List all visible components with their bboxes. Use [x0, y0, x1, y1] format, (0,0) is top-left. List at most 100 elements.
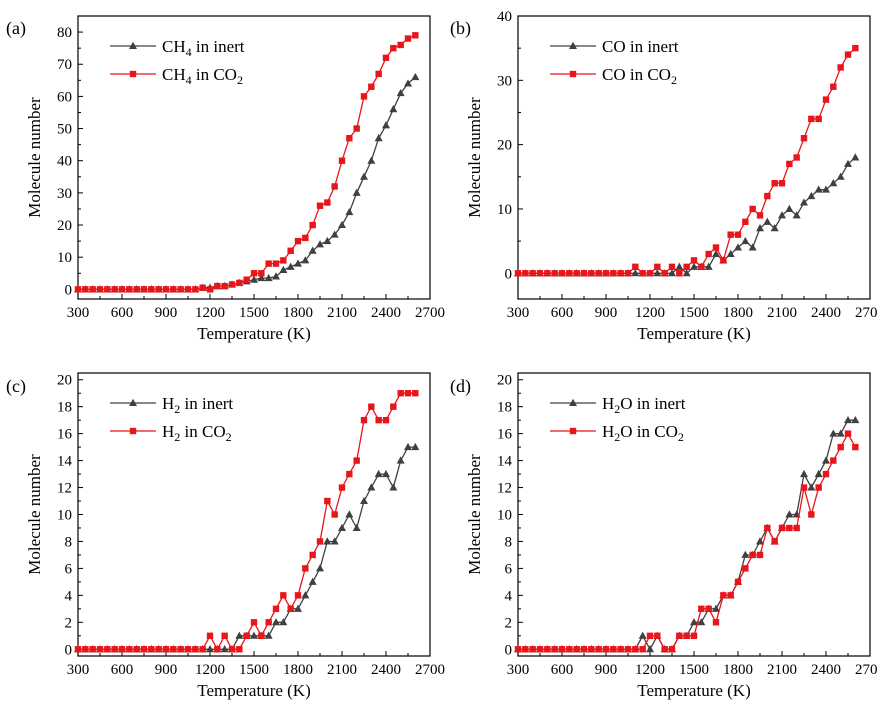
- data-point: [294, 604, 302, 612]
- data-point: [558, 270, 566, 277]
- x-tick-label: 2700: [855, 662, 878, 678]
- legend-label: H2O in CO2: [602, 422, 684, 444]
- data-point: [330, 230, 339, 238]
- data-point: [610, 270, 617, 277]
- data-point: [698, 605, 705, 613]
- x-tick-label: 2100: [327, 305, 357, 321]
- x-tick-label: 600: [551, 305, 574, 321]
- x-tick-label: 600: [111, 305, 134, 321]
- chart-panel-2: 300 600 900 1200 1500 1800 2100 2400 2700 0 10 20 30…: [450, 9, 878, 343]
- legend-marker: [569, 70, 577, 78]
- data-point: [412, 32, 419, 39]
- data-point: [264, 631, 273, 639]
- data-point: [397, 390, 404, 397]
- legend-label: H2O in inert: [602, 394, 686, 416]
- data-point: [104, 646, 111, 653]
- data-point: [741, 236, 750, 245]
- y-tick-label: 4: [505, 588, 513, 604]
- legend-item-2: CH4 in CO2: [110, 65, 243, 87]
- data-point: [573, 646, 580, 653]
- data-point: [815, 484, 822, 491]
- data-point: [683, 263, 690, 271]
- y-tick-label: 40: [57, 154, 72, 170]
- data-point: [668, 263, 676, 271]
- data-point: [595, 646, 602, 653]
- y-tick-label: 2: [65, 615, 73, 631]
- data-point: [272, 618, 280, 626]
- data-point: [749, 551, 756, 559]
- panel-label: (c): [6, 376, 26, 397]
- data-point: [682, 269, 691, 277]
- x-tick-label: 1800: [723, 662, 753, 678]
- x-tick-label: 1200: [635, 662, 665, 678]
- series-1: [74, 72, 420, 293]
- data-point: [822, 470, 830, 478]
- y-tick-label: 0: [65, 642, 73, 658]
- data-point: [272, 605, 280, 613]
- data-point: [514, 646, 522, 653]
- data-point: [323, 537, 332, 545]
- data-point: [126, 646, 133, 653]
- data-point: [324, 199, 331, 206]
- data-point: [602, 646, 610, 653]
- data-point: [734, 578, 742, 586]
- data-point: [374, 469, 383, 478]
- data-point: [338, 220, 346, 229]
- legend-label: H2 in CO2: [162, 422, 232, 444]
- data-point: [286, 262, 295, 270]
- data-point: [374, 134, 383, 142]
- x-tick-label: 1500: [239, 305, 269, 321]
- x-tick-label: 1500: [679, 662, 709, 678]
- data-point: [536, 646, 544, 653]
- data-point: [770, 224, 779, 232]
- x-axis-title: Temperature (K): [197, 324, 311, 343]
- legend-marker: [569, 398, 577, 406]
- data-point: [712, 249, 720, 257]
- data-point: [800, 198, 808, 206]
- y-tick-label: 12: [57, 481, 72, 497]
- data-point: [814, 185, 823, 193]
- data-point: [206, 645, 214, 653]
- data-point: [727, 592, 734, 599]
- data-point: [808, 115, 815, 123]
- y-axis-title: Molecule number: [465, 454, 484, 575]
- data-point: [264, 273, 273, 282]
- data-point: [301, 256, 310, 264]
- series-line: [78, 446, 416, 650]
- y-tick-label: 8: [505, 534, 513, 550]
- data-point: [793, 154, 800, 161]
- data-point: [764, 192, 771, 200]
- legend-item-1: H2 in inert: [110, 394, 233, 416]
- data-point: [353, 457, 360, 464]
- data-point: [654, 632, 661, 639]
- data-point: [301, 591, 310, 599]
- data-point: [690, 262, 698, 270]
- data-point: [786, 524, 793, 532]
- data-point: [111, 646, 118, 653]
- data-point: [742, 565, 749, 572]
- x-tick-label: 2100: [767, 305, 797, 321]
- data-point: [360, 93, 368, 100]
- data-point: [646, 270, 654, 277]
- data-point: [258, 270, 265, 277]
- data-point: [785, 204, 794, 212]
- data-point: [588, 270, 595, 277]
- legend-marker: [129, 427, 137, 435]
- data-point: [250, 619, 258, 626]
- legend-label: CH4 in inert: [162, 37, 245, 59]
- x-tick-label: 600: [111, 662, 134, 678]
- data-point: [764, 524, 771, 532]
- data-point: [352, 188, 361, 196]
- data-point: [800, 469, 808, 478]
- y-tick-label: 40: [497, 9, 512, 25]
- data-point: [331, 183, 338, 190]
- y-tick-label: 8: [65, 534, 73, 550]
- y-tick-label: 0: [65, 282, 73, 298]
- x-tick-label: 300: [67, 662, 90, 678]
- x-tick-label: 900: [155, 662, 178, 678]
- data-point: [639, 270, 646, 277]
- data-point: [155, 286, 162, 293]
- data-point: [353, 125, 360, 132]
- data-point: [793, 524, 800, 532]
- series-2: [514, 430, 859, 653]
